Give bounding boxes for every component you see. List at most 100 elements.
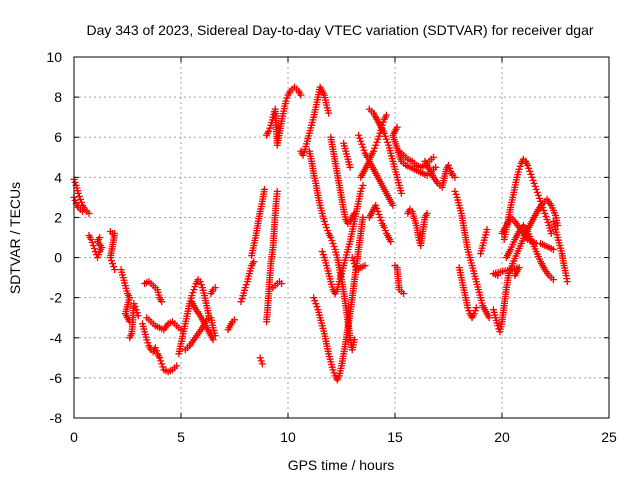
data-point-sat-y — [355, 131, 363, 139]
data-point-sat-y — [379, 118, 387, 126]
data-point-sat-ak — [526, 167, 534, 175]
data-point-sat-z — [384, 138, 392, 146]
x-axis-label: GPS time / hours — [288, 457, 395, 473]
data-point-sat-j — [191, 283, 199, 291]
data-point-sat-q — [283, 94, 291, 102]
data-point-sat-ak — [537, 197, 545, 205]
y-tick-label: 0 — [54, 250, 62, 266]
data-point-sat-j — [188, 292, 196, 300]
data-point-sat-ak — [516, 162, 524, 170]
data-point-sat-g — [173, 362, 181, 370]
data-point-sat-t — [324, 226, 332, 234]
data-point-sat-ak — [535, 194, 543, 202]
data-point-sat-f — [132, 306, 140, 314]
data-point-sat-ac — [380, 223, 388, 231]
data-point-sat-ah — [485, 314, 493, 322]
data-point-sat-c — [90, 245, 98, 253]
data-point-sat-f — [130, 300, 138, 308]
data-point-sat-b — [79, 207, 87, 215]
data-point-sat-ak — [531, 182, 539, 190]
data-point-sat-q — [297, 91, 305, 99]
data-point-sat-n — [237, 298, 245, 306]
data-point-sat-v — [357, 187, 365, 195]
y-tick-label: 8 — [54, 89, 62, 105]
data-point-sat-u — [329, 366, 337, 374]
data-point-sat-g — [143, 336, 151, 344]
data-point-sat-ai — [470, 310, 478, 318]
data-point-sat-ak — [540, 206, 548, 214]
data-point-sat-y — [373, 138, 381, 146]
data-point-sat-an — [563, 278, 571, 286]
data-point-sat-f — [133, 309, 141, 317]
data-point-sat-ak — [532, 185, 540, 193]
plot-frame — [73, 56, 610, 419]
data-point-sat-ak — [534, 191, 542, 199]
data-point-sat-o — [256, 354, 264, 362]
data-point-sat-ao — [494, 272, 502, 280]
data-point-sat-v — [319, 251, 327, 259]
data-point-sat-v — [318, 248, 326, 256]
data-point-sat-aa — [389, 201, 397, 209]
data-point-sat-z — [397, 189, 405, 197]
data-point-sat-j — [190, 286, 198, 294]
data-point-sat-t — [327, 234, 335, 241]
data-point-sat-ak — [542, 212, 550, 220]
data-point-sat-y — [357, 137, 365, 145]
data-point-sat-q — [266, 124, 274, 132]
data-point-sat-ab — [361, 262, 369, 270]
data-point-sat-x — [346, 163, 354, 171]
data-point-sat-ab — [350, 260, 358, 268]
data-point-sat-d — [106, 254, 114, 262]
data-point-sat-ac — [381, 226, 389, 234]
data-point-sat-t — [350, 336, 358, 344]
data-point-sat-ak — [530, 179, 538, 187]
x-tick-label: 25 — [601, 429, 617, 445]
data-point-sat-n — [238, 295, 246, 303]
data-point-sat-ak — [524, 161, 532, 169]
data-point-sat-y — [360, 146, 368, 154]
data-point-sat-n — [242, 281, 250, 289]
data-point-sat-n — [241, 284, 249, 292]
data-point-sat-ag — [445, 161, 452, 169]
data-point-sat-r — [278, 280, 286, 288]
x-tick-label: 15 — [387, 429, 403, 445]
data-point-sat-y — [375, 132, 383, 140]
data-point-sat-ak — [538, 200, 546, 208]
data-point-sat-o — [258, 360, 266, 368]
chart-title: Day 343 of 2023, Sidereal Day-to-day VTE… — [86, 22, 593, 38]
data-point-sat-y — [356, 134, 364, 142]
data-point-sat-o — [257, 357, 265, 365]
data-point-sat-f — [134, 312, 142, 320]
data-point-sat-ak — [541, 209, 549, 217]
data-point-sat-b — [71, 196, 79, 204]
y-tick-label: 10 — [46, 49, 62, 65]
data-point-sat-d — [107, 257, 115, 265]
data-point-sat-h — [158, 298, 166, 306]
data-point-sat-o — [260, 185, 268, 193]
data-point-sat-q — [265, 127, 273, 135]
y-tick-label: -2 — [50, 290, 63, 306]
data-point-sat-am — [549, 276, 557, 284]
data-point-sat-ac — [377, 216, 385, 224]
data-point-sat-w — [350, 209, 358, 217]
data-point-sat-s — [325, 109, 333, 117]
x-tick-label: 5 — [177, 429, 185, 445]
data-point-sat-p — [273, 187, 281, 195]
data-point-sat-g — [156, 354, 164, 362]
data-point-sat-c — [87, 236, 95, 244]
axis-ticks: 0 5 10 15 20 25 -8 -6 -4 -2 0 2 4 6 8 10 — [46, 49, 617, 445]
data-point-sat-v — [358, 184, 366, 192]
y-tick-label: 6 — [54, 129, 62, 145]
data-point-sat-s — [299, 151, 307, 159]
data-point-sat-g — [159, 363, 167, 371]
data-point-sat-g — [157, 357, 165, 365]
data-point-sat-y — [372, 141, 380, 149]
data-point-sat-ah — [452, 190, 460, 198]
data-point-sat-af — [400, 290, 408, 298]
y-tick-label: 4 — [54, 169, 62, 185]
data-point-sat-c — [88, 239, 96, 247]
data-point-sat-t — [330, 243, 338, 251]
data-point-sat-j — [197, 281, 205, 289]
data-point-sat-ae — [430, 153, 438, 161]
